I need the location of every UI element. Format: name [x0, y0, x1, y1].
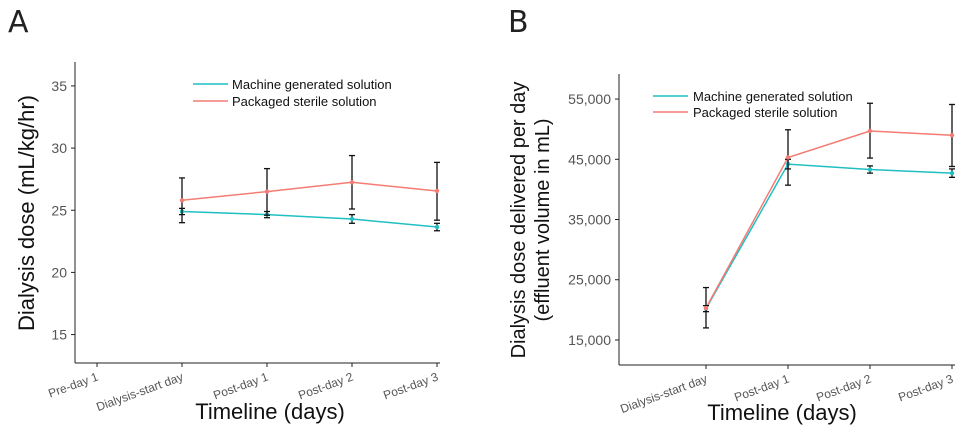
- panel-b-data-point: [867, 128, 873, 134]
- panel-a-x-tick-label: Post-day 1: [211, 370, 270, 403]
- panel-a-y-tick-label: 30: [51, 140, 67, 156]
- panel-a-y-ticks: 15 20 25 30 35: [51, 78, 75, 343]
- panel-b-series: [703, 102, 955, 329]
- panel-b-legend: Machine generated solution Packaged ster…: [653, 89, 853, 120]
- panel-a-data-point: [264, 189, 270, 194]
- panel-a-y-axis-title: Dialysis dose (mL/kg/hr): [14, 95, 39, 331]
- panel-b-y-ticks: 15,000 25,000 35,000 45,000 55,000: [568, 91, 619, 348]
- panel-b-data-point: [867, 167, 873, 172]
- panel-b-data-point: [785, 155, 791, 160]
- panel-a-x-tick-label: Post-day 2: [296, 370, 355, 403]
- panel-b-data-point: [703, 305, 709, 311]
- panel-a-series: [179, 154, 440, 232]
- panel-b-series-line-packaged: [705, 130, 953, 309]
- panel-b-data-point: [949, 132, 955, 138]
- panel-b-x-tick-label: Post-day 3: [896, 372, 955, 405]
- panel-a-data-point: [179, 198, 185, 203]
- panel-b-chart: B 15,000 25,000 35,000 45,000 55,000 Dialysi…: [508, 5, 955, 425]
- panel-a-y-tick-label: 20: [51, 264, 67, 280]
- panel-a-data-point: [349, 180, 355, 185]
- panel-a-data-point: [434, 224, 440, 230]
- panel-a-x-axis-title: Timeline (days): [195, 399, 345, 424]
- panel-b-y-axis-title-line2: (effluent volume in mL): [532, 118, 554, 321]
- panel-b-y-axis-title-line1: Dialysis dose delivered per day: [508, 82, 530, 359]
- panel-b-legend-label-packaged: Packaged sterile solution: [693, 105, 838, 120]
- panel-b-y-tick-label: 25,000: [568, 272, 611, 288]
- panel-b-x-tick-label: Dialysis-start day: [618, 372, 709, 416]
- panel-a-data-point: [349, 216, 355, 222]
- panel-a-legend-label-packaged: Packaged sterile solution: [232, 94, 377, 109]
- panel-a-legend: Machine generated solution Packaged ster…: [193, 77, 392, 109]
- panel-a-y-tick-label: 35: [51, 78, 67, 94]
- panel-b-data-point: [949, 170, 955, 176]
- panel-b-x-axis-title: Timeline (days): [707, 400, 857, 425]
- panel-b-y-tick-label: 15,000: [568, 332, 611, 348]
- panel-a-y-tick-label: 15: [51, 327, 67, 343]
- panel-a-x-tick-label: Dialysis-start day: [94, 370, 185, 414]
- panel-a-series-line-machine: [181, 210, 438, 228]
- panel-a-letter: A: [8, 5, 29, 40]
- panel-b-y-tick-label: 45,000: [568, 151, 611, 167]
- panel-a-series-line-packaged: [181, 181, 438, 202]
- panel-a-x-tick-label: Post-day 3: [381, 370, 440, 403]
- panel-b-y-tick-label: 35,000: [568, 212, 611, 228]
- panel-a-x-tick-label: Pre-day 1: [46, 370, 100, 401]
- panel-b-series-line-machine: [705, 163, 953, 309]
- panel-a-y-tick-label: 25: [51, 202, 67, 218]
- panel-b-y-tick-label: 55,000: [568, 91, 611, 107]
- panel-b-letter: B: [508, 5, 529, 40]
- panel-a-legend-label-machine: Machine generated solution: [232, 77, 392, 92]
- panel-a-data-point: [434, 188, 440, 194]
- panel-b-legend-label-machine: Machine generated solution: [693, 89, 853, 104]
